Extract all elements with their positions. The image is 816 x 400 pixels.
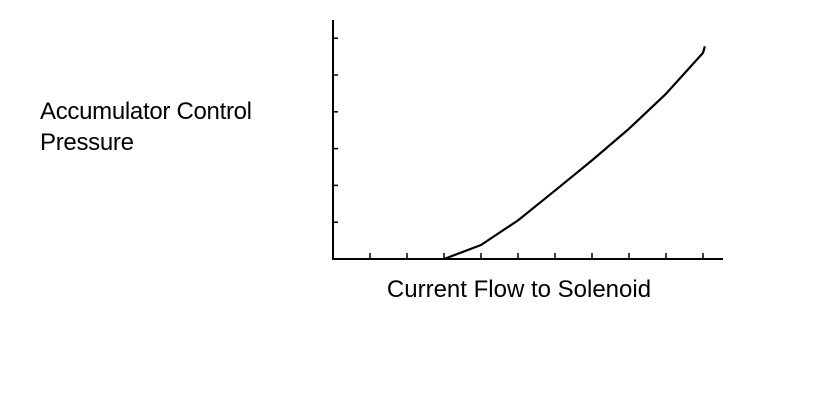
x-axis-label: Current Flow to Solenoid [387, 276, 651, 303]
line-series [443, 46, 706, 261]
y-axis-label: Accumulator Control Pressure [40, 98, 252, 156]
